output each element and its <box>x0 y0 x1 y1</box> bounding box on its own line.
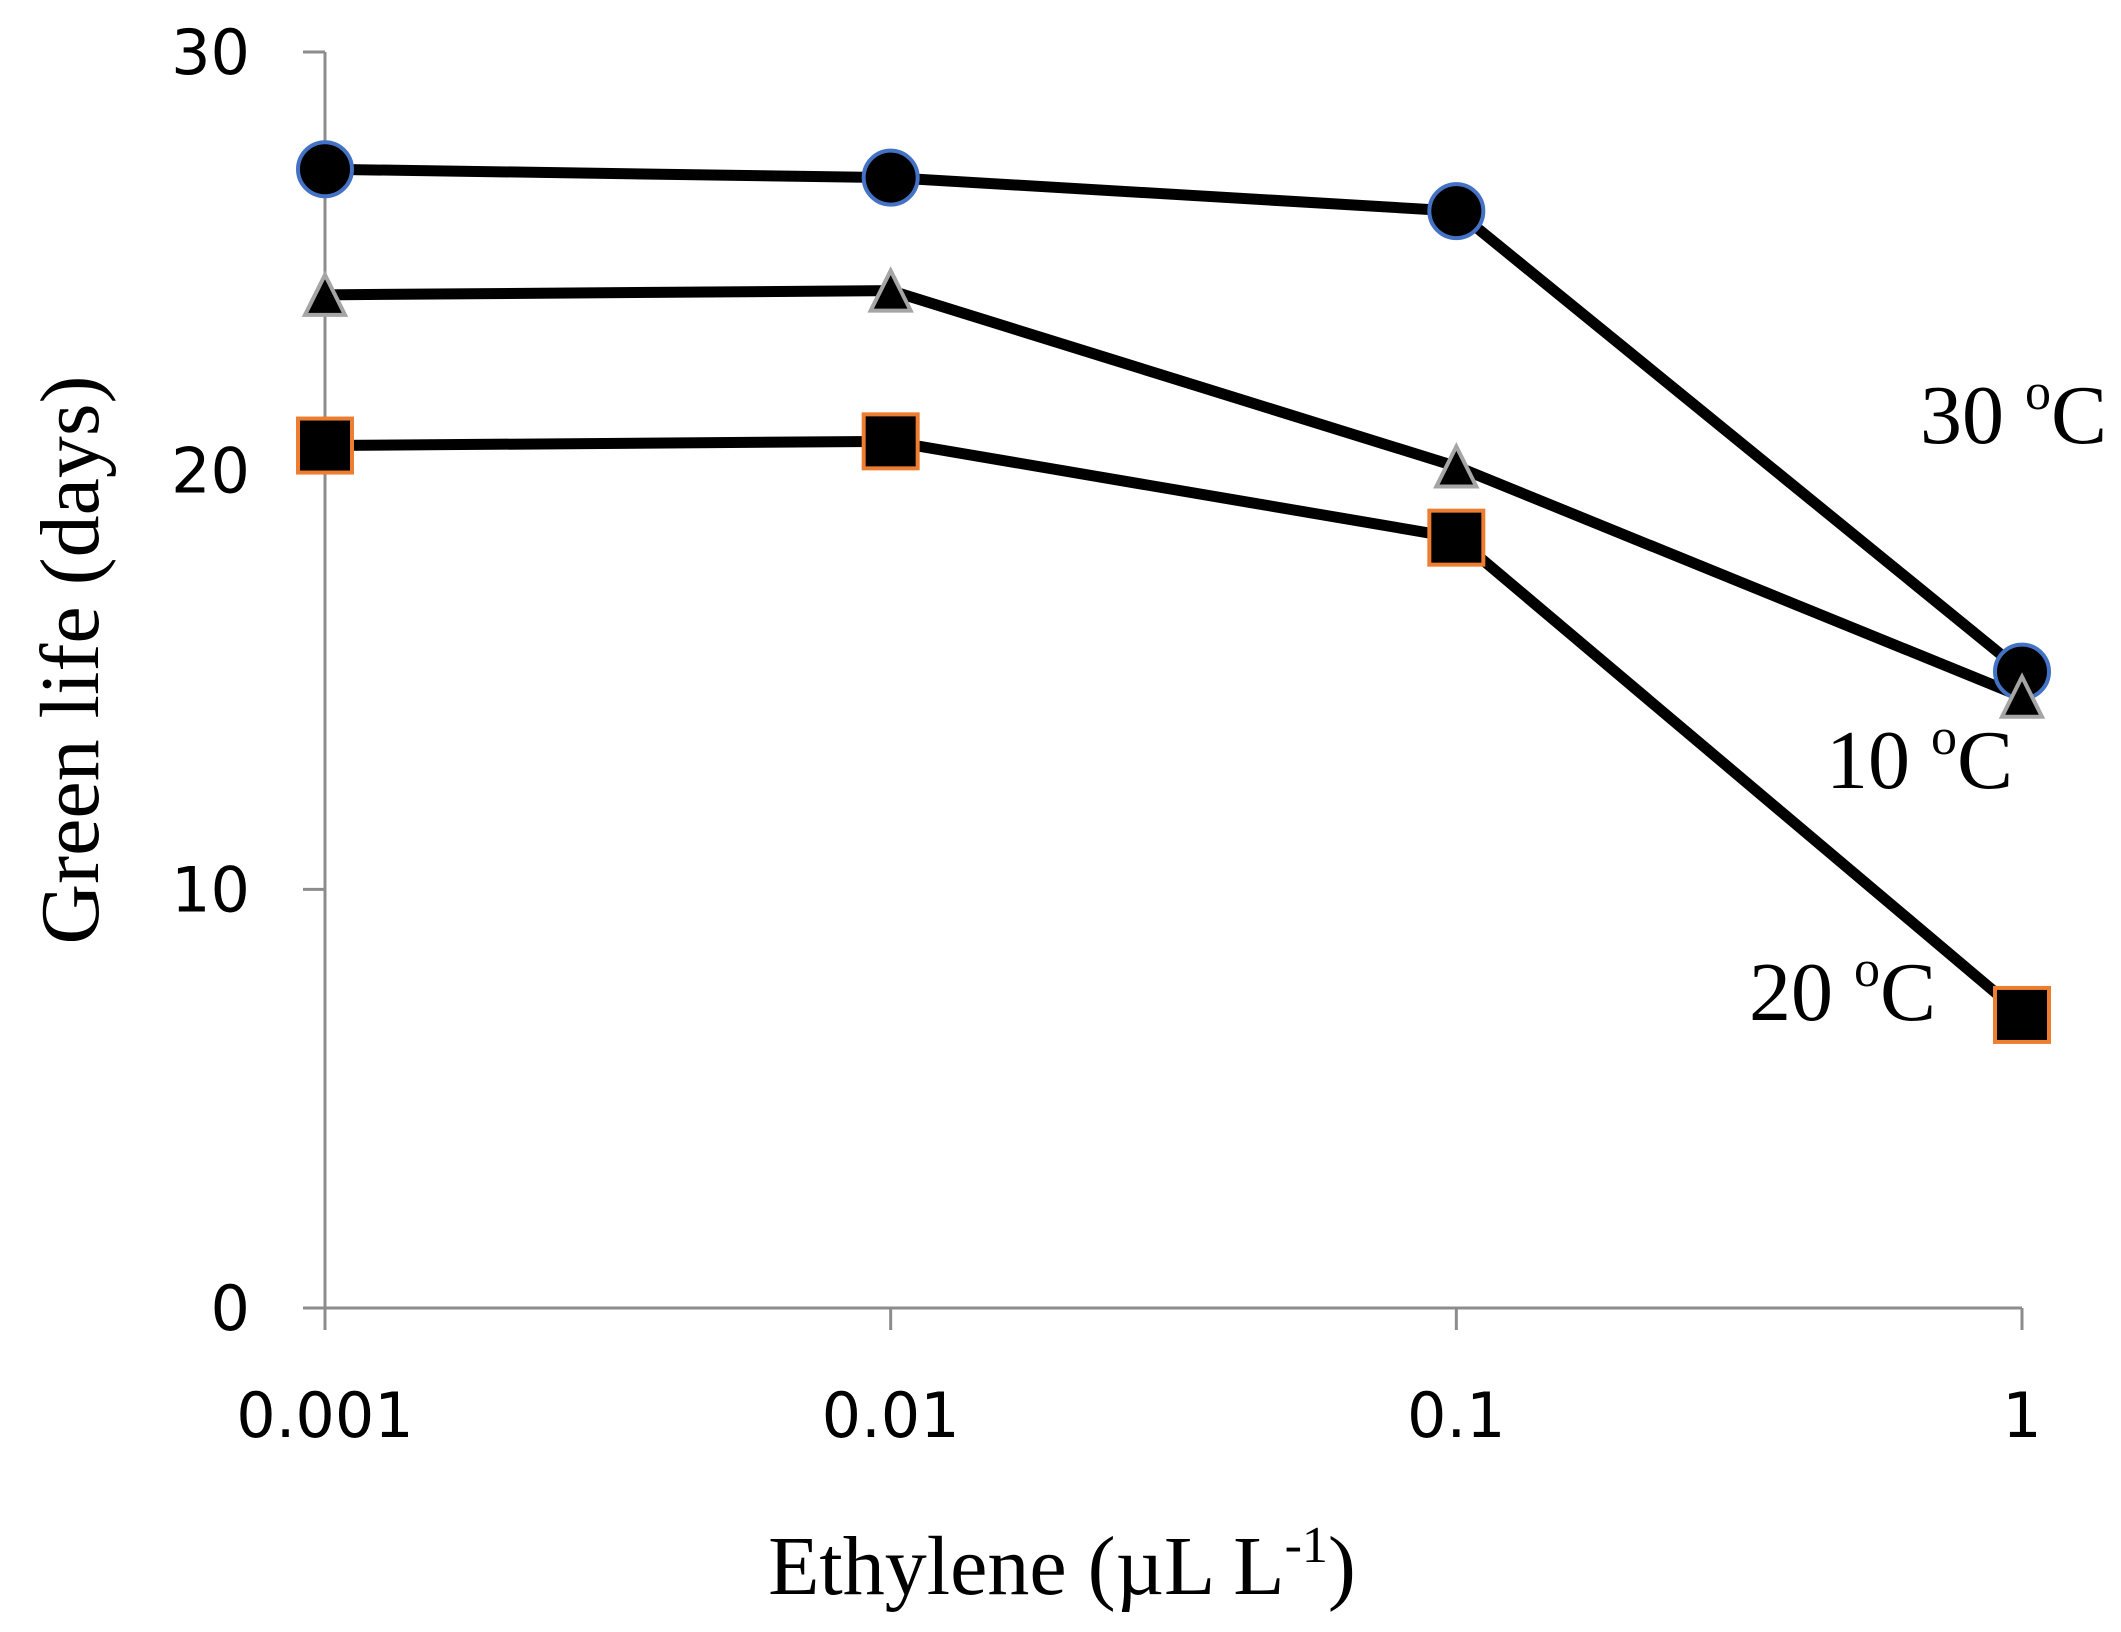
series-label-degree: o <box>2025 364 2051 421</box>
y-tick-label: 0 <box>211 1272 250 1345</box>
marker-square <box>1427 508 1486 567</box>
x-axis-title-suffix: ) <box>1328 1520 1356 1613</box>
y-tick-label: 10 <box>171 853 250 926</box>
x-axis-title-main: Ethylene (µL L <box>768 1520 1284 1613</box>
x-axis-title: Ethylene (µL L-1) <box>768 1517 1356 1613</box>
marker-circle <box>296 140 354 199</box>
marker-triangle <box>867 266 914 313</box>
marker-square <box>296 416 354 475</box>
marker-square <box>861 412 920 471</box>
series-label-unit: C <box>1880 946 1936 1039</box>
series-markers <box>296 140 2051 1044</box>
marker-triangle <box>1998 672 2046 719</box>
series-label: 30 oC <box>1920 364 2107 462</box>
x-ticks: 0.001 0.01 0.1 1 <box>236 1308 2042 1452</box>
y-ticks: 0 10 20 30 <box>171 16 325 1345</box>
x-tick-label: 0.1 <box>1407 1379 1506 1452</box>
series-line <box>319 163 2028 678</box>
series-label-number: 20 <box>1749 946 1854 1039</box>
series-label-unit: C <box>1957 714 2013 807</box>
series-line <box>319 435 2028 1021</box>
series-label: 10 oC <box>1826 709 2013 807</box>
marker-circle <box>1427 182 1486 241</box>
series-label-unit: C <box>2051 369 2107 462</box>
x-tick-label: 0.01 <box>822 1379 960 1452</box>
series-label-degree: o <box>1854 941 1880 998</box>
y-tick-label: 30 <box>171 16 250 89</box>
y-tick-label: 20 <box>171 435 250 508</box>
marker-triangle <box>301 270 349 317</box>
x-axis-title-superscript: -1 <box>1285 1517 1328 1574</box>
series-label: 20 oC <box>1749 941 1936 1039</box>
x-tick-label: 0.001 <box>236 1379 414 1452</box>
series-label-number: 10 <box>1826 714 1931 807</box>
series-line <box>319 285 2028 703</box>
axes <box>323 52 2022 1322</box>
marker-square <box>1993 985 2051 1044</box>
series-label-degree: o <box>1931 709 1957 766</box>
y-axis-title: Green life (days) <box>24 375 117 944</box>
series-lines <box>319 163 2028 1021</box>
series-label-number: 30 <box>1920 369 2025 462</box>
marker-triangle <box>1433 442 1480 489</box>
marker-circle <box>861 148 920 207</box>
x-tick-label: 1 <box>2002 1379 2041 1452</box>
